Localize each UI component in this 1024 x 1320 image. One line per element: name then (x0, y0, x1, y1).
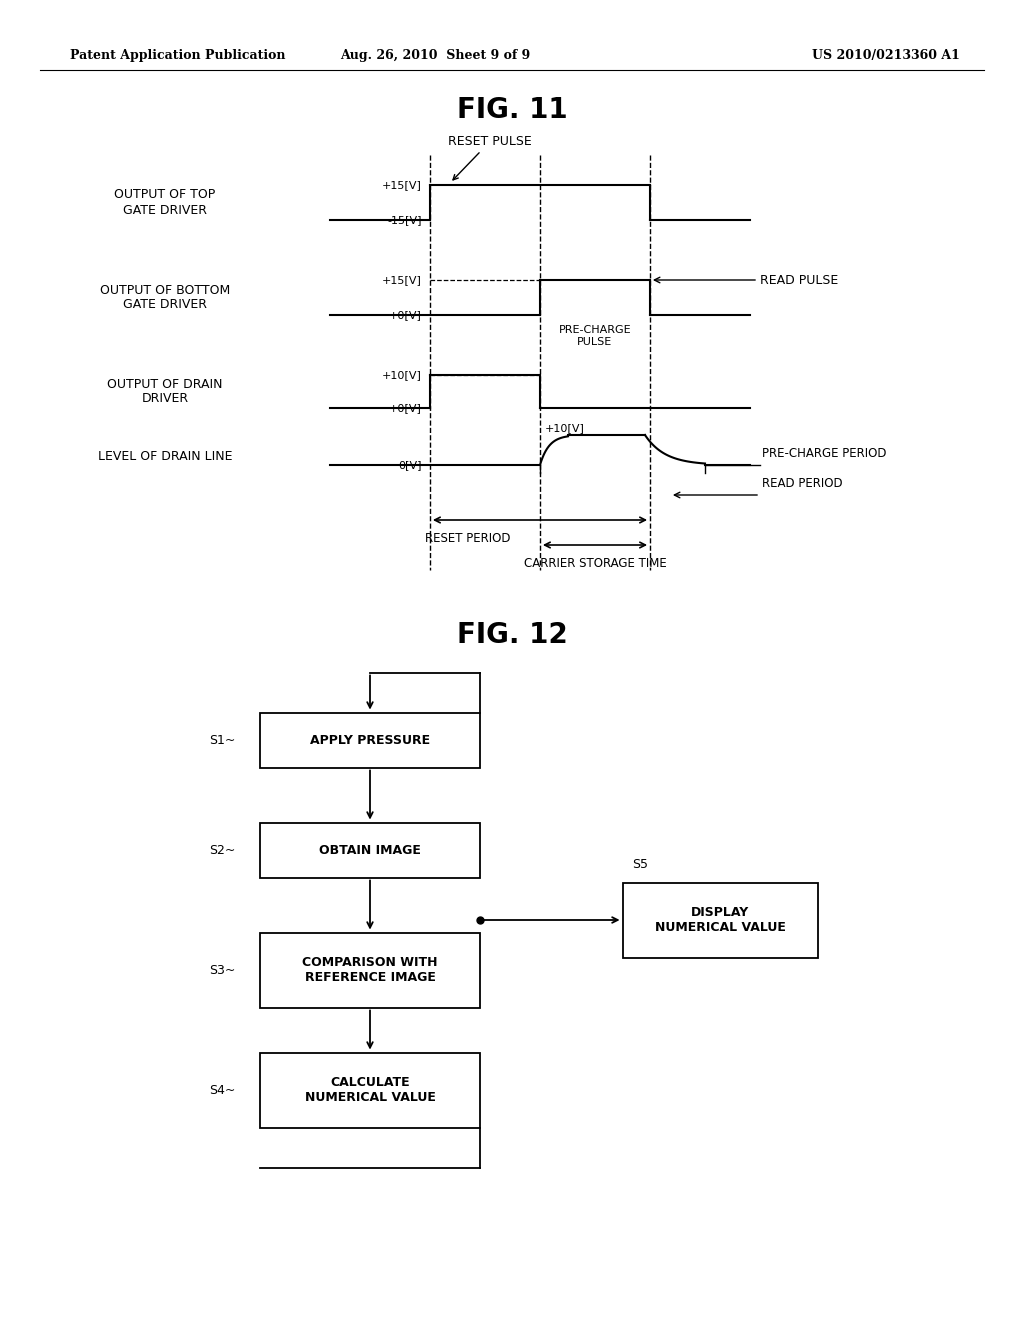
Text: OUTPUT OF BOTTOM
GATE DRIVER: OUTPUT OF BOTTOM GATE DRIVER (100, 284, 230, 312)
Text: US 2010/0213360 A1: US 2010/0213360 A1 (812, 49, 961, 62)
Text: +15[V]: +15[V] (382, 180, 422, 190)
Text: LEVEL OF DRAIN LINE: LEVEL OF DRAIN LINE (97, 450, 232, 463)
Text: OBTAIN IMAGE: OBTAIN IMAGE (319, 843, 421, 857)
Text: RESET PULSE: RESET PULSE (449, 135, 531, 180)
Text: S1~: S1~ (209, 734, 234, 747)
Text: COMPARISON WITH
REFERENCE IMAGE: COMPARISON WITH REFERENCE IMAGE (302, 956, 437, 983)
Bar (623, 883, 817, 957)
Text: +10[V]: +10[V] (382, 370, 422, 380)
Text: APPLY PRESSURE: APPLY PRESSURE (310, 734, 430, 747)
Text: S2~: S2~ (209, 843, 234, 857)
Text: Aug. 26, 2010  Sheet 9 of 9: Aug. 26, 2010 Sheet 9 of 9 (340, 49, 530, 62)
Text: S4~: S4~ (209, 1084, 234, 1097)
Bar (260, 932, 480, 1007)
Text: READ PERIOD: READ PERIOD (762, 477, 843, 490)
Text: READ PULSE: READ PULSE (760, 273, 839, 286)
Text: FIG. 11: FIG. 11 (457, 96, 567, 124)
Text: OUTPUT OF TOP
GATE DRIVER: OUTPUT OF TOP GATE DRIVER (115, 189, 216, 216)
Bar (260, 1052, 480, 1127)
Text: Patent Application Publication: Patent Application Publication (70, 49, 286, 62)
Bar (260, 713, 480, 767)
Text: PRE-CHARGE PERIOD: PRE-CHARGE PERIOD (762, 447, 887, 459)
Text: CALCULATE
NUMERICAL VALUE: CALCULATE NUMERICAL VALUE (304, 1076, 435, 1104)
Text: 0[V]: 0[V] (398, 459, 422, 470)
Bar (260, 822, 480, 878)
Text: S3~: S3~ (209, 964, 234, 977)
Text: -15[V]: -15[V] (387, 215, 422, 224)
Text: +0[V]: +0[V] (389, 403, 422, 413)
Text: PRE-CHARGE
PULSE: PRE-CHARGE PULSE (559, 325, 632, 347)
Text: DISPLAY
NUMERICAL VALUE: DISPLAY NUMERICAL VALUE (654, 906, 785, 935)
Text: +15[V]: +15[V] (382, 275, 422, 285)
Text: FIG. 12: FIG. 12 (457, 620, 567, 649)
Text: +0[V]: +0[V] (389, 310, 422, 319)
Text: S5: S5 (633, 858, 648, 871)
Text: RESET PERIOD: RESET PERIOD (425, 532, 511, 545)
Text: +10[V]: +10[V] (545, 422, 585, 433)
Text: CARRIER STORAGE TIME: CARRIER STORAGE TIME (523, 557, 667, 570)
Text: OUTPUT OF DRAIN
DRIVER: OUTPUT OF DRAIN DRIVER (108, 378, 223, 405)
